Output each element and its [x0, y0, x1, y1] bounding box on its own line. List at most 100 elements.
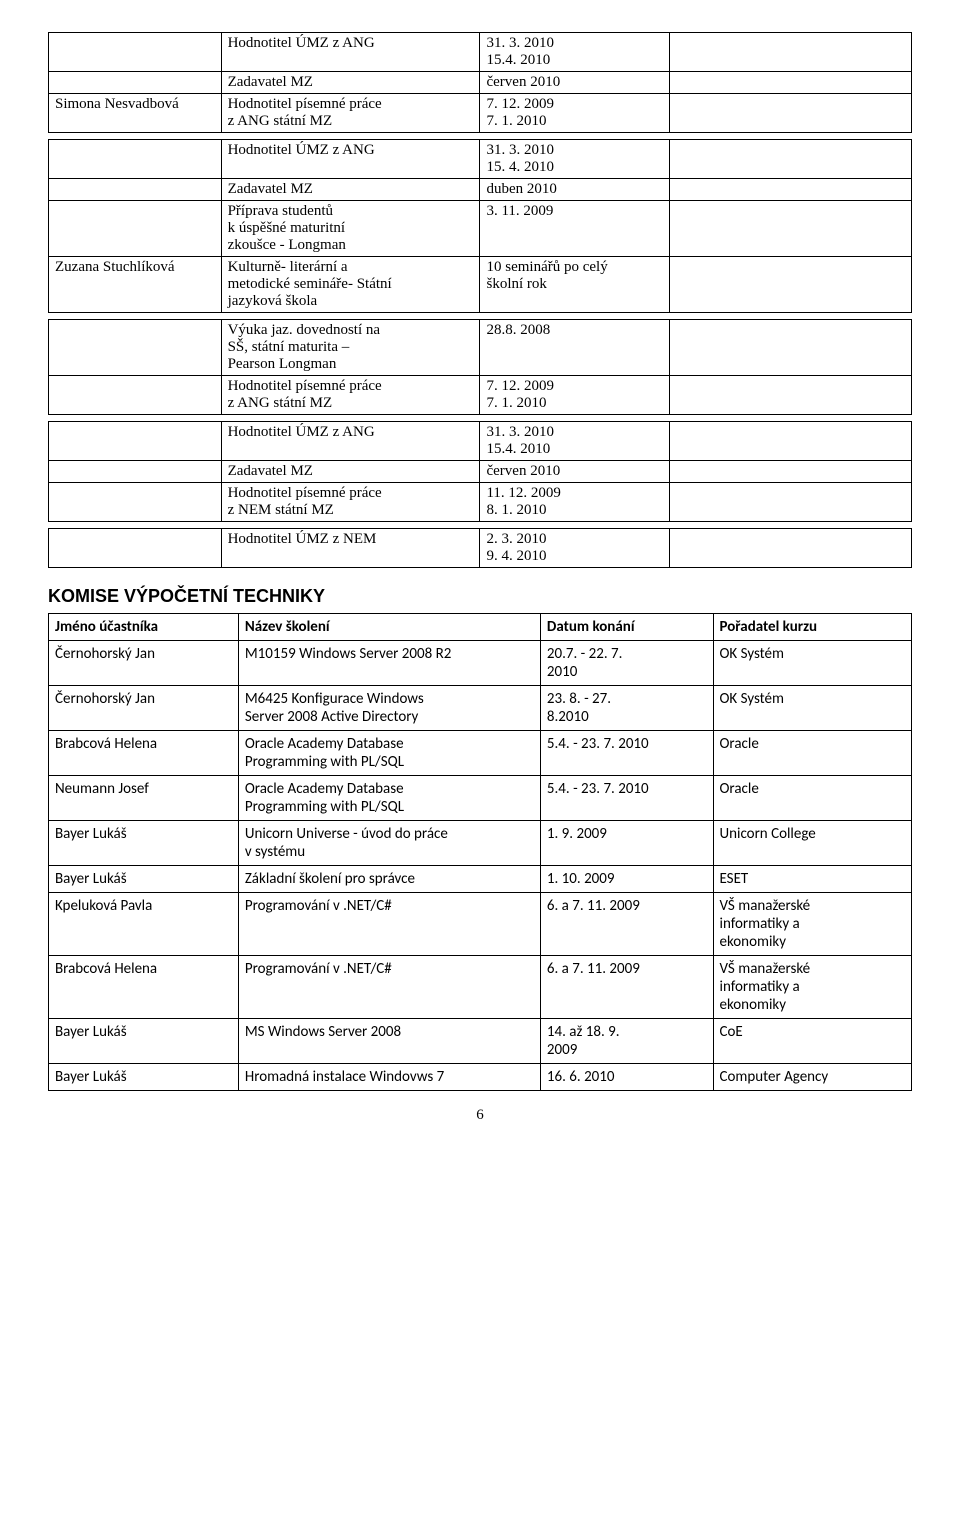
cell: 23. 8. - 27.8.2010 — [540, 686, 713, 731]
table-row: Simona Nesvadbová Hodnotitel písemné prá… — [49, 94, 912, 133]
cell — [670, 376, 912, 415]
cell: 10 seminářů po celýškolní rok — [480, 257, 670, 313]
cell: Kulturně- literární ametodické semináře-… — [221, 257, 480, 313]
col-org: Pořadatel kurzu — [713, 614, 912, 641]
table-row: Brabcová HelenaOracle Academy DatabasePr… — [49, 731, 912, 776]
cell: Hodnotitel písemné prácez ANG státní MZ — [221, 94, 480, 133]
cell: 7. 12. 20097. 1. 2010 — [480, 376, 670, 415]
cell — [49, 33, 222, 72]
cell — [670, 483, 912, 522]
table-row: Bayer LukášUnicorn Universe - úvod do pr… — [49, 821, 912, 866]
col-date: Datum konání — [540, 614, 713, 641]
cell: 14. až 18. 9.2009 — [540, 1019, 713, 1064]
cell — [670, 461, 912, 483]
cell: červen 2010 — [480, 461, 670, 483]
cell — [49, 201, 222, 257]
table-row: Hodnotitel písemné prácez NEM státní MZ … — [49, 483, 912, 522]
training-table-header-row: Jméno účastníka Název školení Datum koná… — [49, 614, 912, 641]
cell — [670, 320, 912, 376]
table-row: Černohorský JanM6425 Konfigurace Windows… — [49, 686, 912, 731]
table-row: Zadavatel MZ duben 2010 — [49, 179, 912, 201]
cell: Černohorský Jan — [49, 641, 239, 686]
table-row: Bayer LukášHromadná instalace Windovws 7… — [49, 1064, 912, 1091]
cell: 31. 3. 201015.4. 2010 — [480, 422, 670, 461]
cell: Bayer Lukáš — [49, 866, 239, 893]
cell: 6. a 7. 11. 2009 — [540, 893, 713, 956]
cell — [49, 376, 222, 415]
cell — [670, 140, 912, 179]
cell: Zadavatel MZ — [221, 461, 480, 483]
cell: 1. 10. 2009 — [540, 866, 713, 893]
cell — [49, 320, 222, 376]
cell: VŠ manažerskéinformatiky aekonomiky — [713, 893, 912, 956]
cell — [670, 422, 912, 461]
cell: duben 2010 — [480, 179, 670, 201]
table-row: Bayer LukášMS Windows Server 200814. až … — [49, 1019, 912, 1064]
table-row: Hodnotitel ÚMZ z ANG 31. 3. 201015.4. 20… — [49, 422, 912, 461]
cell — [670, 179, 912, 201]
table-row: Černohorský JanM10159 Windows Server 200… — [49, 641, 912, 686]
cell: Simona Nesvadbová — [49, 94, 222, 133]
cell: 5.4. - 23. 7. 2010 — [540, 776, 713, 821]
table-row: Neumann JosefOracle Academy DatabaseProg… — [49, 776, 912, 821]
cell: 2. 3. 20109. 4. 2010 — [480, 529, 670, 568]
cell: Hodnotitel ÚMZ z ANG — [221, 140, 480, 179]
cell: Unicorn College — [713, 821, 912, 866]
cell: VŠ manažerskéinformatiky aekonomiky — [713, 956, 912, 1019]
cell: Unicorn Universe - úvod do prácev systém… — [238, 821, 540, 866]
table-row: Příprava studentůk úspěšné maturitnízkou… — [49, 201, 912, 257]
table-row: Zadavatel MZ červen 2010 — [49, 461, 912, 483]
cell: 7. 12. 20097. 1. 2010 — [480, 94, 670, 133]
cell: OK Systém — [713, 641, 912, 686]
col-training: Název školení — [238, 614, 540, 641]
training-table: Jméno účastníka Název školení Datum koná… — [48, 613, 912, 1091]
cell: Hodnotitel písemné prácez ANG státní MZ — [221, 376, 480, 415]
col-name: Jméno účastníka — [49, 614, 239, 641]
cell: 16. 6. 2010 — [540, 1064, 713, 1091]
table-row: Hodnotitel ÚMZ z NEM 2. 3. 20109. 4. 201… — [49, 529, 912, 568]
cell — [49, 179, 222, 201]
cell: 6. a 7. 11. 2009 — [540, 956, 713, 1019]
cell — [670, 529, 912, 568]
cell: 11. 12. 20098. 1. 2010 — [480, 483, 670, 522]
cell: Hodnotitel ÚMZ z NEM — [221, 529, 480, 568]
cell: Kpeluková Pavla — [49, 893, 239, 956]
cell: 20.7. - 22. 7.2010 — [540, 641, 713, 686]
cell: Neumann Josef — [49, 776, 239, 821]
cell — [49, 461, 222, 483]
cell: 5.4. - 23. 7. 2010 — [540, 731, 713, 776]
table-row: Hodnotitel ÚMZ z ANG 31. 3. 201015.4. 20… — [49, 33, 912, 72]
cell — [670, 257, 912, 313]
cell: Zadavatel MZ — [221, 179, 480, 201]
cell: Bayer Lukáš — [49, 1019, 239, 1064]
table-row: Zadavatel MZ červen 2010 — [49, 72, 912, 94]
cell: Hodnotitel písemné prácez NEM státní MZ — [221, 483, 480, 522]
cell — [49, 422, 222, 461]
cell: červen 2010 — [480, 72, 670, 94]
table-block-1: Hodnotitel ÚMZ z ANG 31. 3. 201015.4. 20… — [48, 32, 912, 133]
cell — [49, 483, 222, 522]
cell — [670, 72, 912, 94]
table-block-4: Hodnotitel ÚMZ z ANG 31. 3. 201015.4. 20… — [48, 421, 912, 522]
cell: CoE — [713, 1019, 912, 1064]
table-row: Kpeluková PavlaProgramování v .NET/C#6. … — [49, 893, 912, 956]
cell: ESET — [713, 866, 912, 893]
cell — [49, 529, 222, 568]
cell: Oracle Academy DatabaseProgramming with … — [238, 776, 540, 821]
cell: Programování v .NET/C# — [238, 893, 540, 956]
cell — [670, 94, 912, 133]
cell: Černohorský Jan — [49, 686, 239, 731]
cell: Příprava studentůk úspěšné maturitnízkou… — [221, 201, 480, 257]
cell: OK Systém — [713, 686, 912, 731]
cell: Brabcová Helena — [49, 956, 239, 1019]
cell — [670, 33, 912, 72]
cell: Zuzana Stuchlíková — [49, 257, 222, 313]
cell: MS Windows Server 2008 — [238, 1019, 540, 1064]
table-row: Hodnotitel ÚMZ z ANG 31. 3. 201015. 4. 2… — [49, 140, 912, 179]
cell: Oracle — [713, 776, 912, 821]
cell: Základní školení pro správce — [238, 866, 540, 893]
table-block-3: Výuka jaz. dovedností naSŠ, státní matur… — [48, 319, 912, 415]
cell: Bayer Lukáš — [49, 1064, 239, 1091]
table-row: Hodnotitel písemné prácez ANG státní MZ … — [49, 376, 912, 415]
cell — [670, 201, 912, 257]
